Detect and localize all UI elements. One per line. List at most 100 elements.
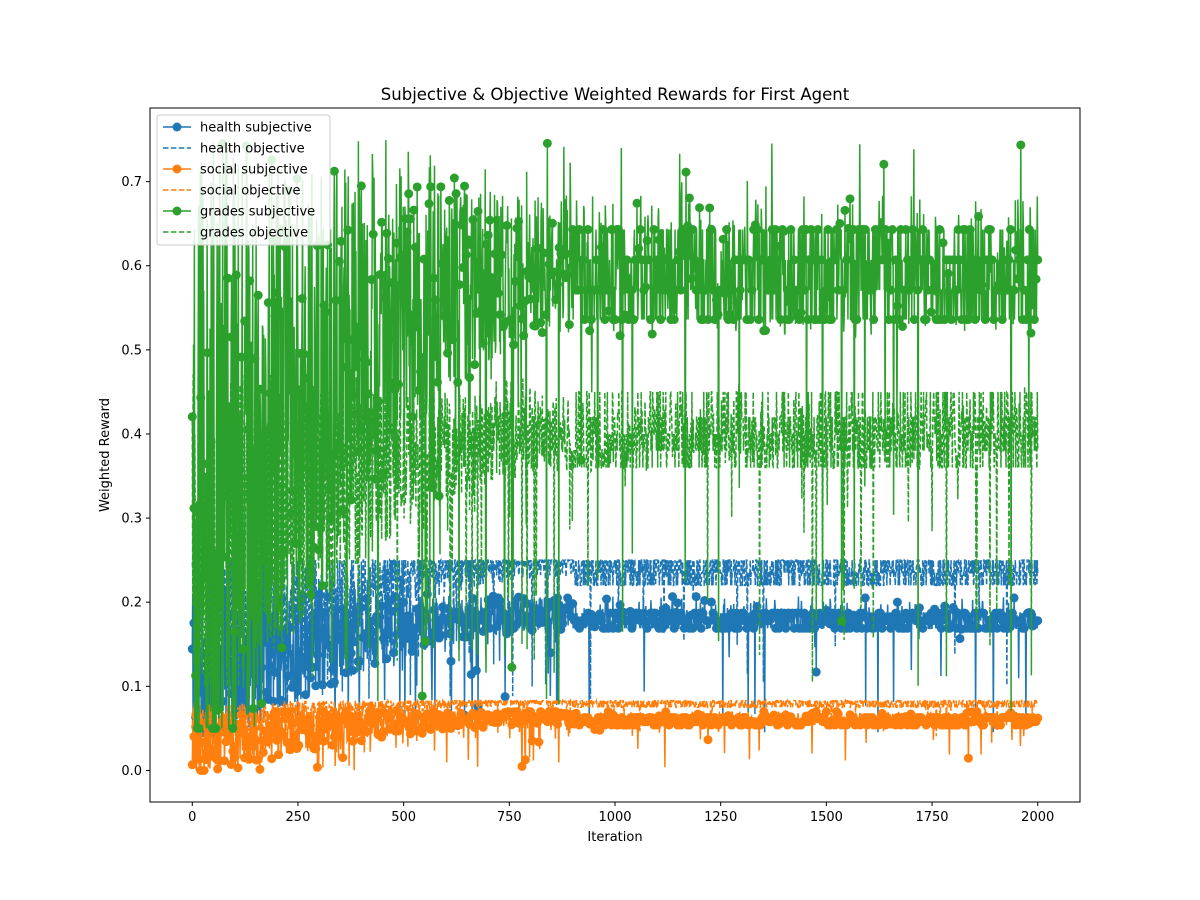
data-point xyxy=(356,181,366,191)
data-point xyxy=(826,315,836,325)
y-axis-label: Weighted Reward xyxy=(98,398,113,512)
data-point xyxy=(1009,285,1019,295)
data-point xyxy=(564,320,574,330)
data-point xyxy=(618,607,628,617)
data-point xyxy=(605,285,615,295)
data-point xyxy=(236,352,246,362)
data-point xyxy=(478,338,488,348)
data-point xyxy=(311,744,321,754)
data-point xyxy=(892,597,902,607)
data-point xyxy=(263,298,273,308)
data-point xyxy=(321,307,331,317)
data-point xyxy=(453,377,463,387)
data-point xyxy=(481,239,491,249)
x-tick-label: 1000 xyxy=(598,810,631,825)
data-point xyxy=(842,255,852,265)
data-point xyxy=(341,668,351,678)
data-point xyxy=(760,326,770,336)
data-point xyxy=(1004,623,1014,633)
data-point xyxy=(996,608,1006,618)
data-point xyxy=(1033,616,1043,626)
data-point xyxy=(1031,274,1041,284)
data-point xyxy=(329,677,339,687)
data-point xyxy=(436,182,446,192)
data-point xyxy=(194,723,204,733)
data-point xyxy=(402,227,412,237)
data-point xyxy=(368,229,378,239)
data-point xyxy=(334,256,344,266)
data-point xyxy=(644,255,654,265)
data-point xyxy=(539,248,549,258)
data-point xyxy=(789,255,799,265)
data-point xyxy=(245,276,255,286)
data-point xyxy=(514,216,524,226)
data-point xyxy=(246,732,256,742)
y-tick-label: 0.5 xyxy=(121,343,142,358)
data-point xyxy=(882,243,892,253)
data-point xyxy=(904,285,914,295)
data-point xyxy=(558,618,568,628)
data-point xyxy=(796,308,806,318)
data-point xyxy=(739,608,749,618)
data-point xyxy=(853,616,863,626)
data-point xyxy=(595,609,605,619)
data-point xyxy=(546,648,556,658)
data-point xyxy=(835,218,845,228)
data-point xyxy=(240,316,250,326)
y-tick-label: 0.6 xyxy=(121,259,142,274)
data-point xyxy=(289,678,299,688)
data-point xyxy=(1011,245,1021,255)
data-point xyxy=(312,762,322,772)
data-point xyxy=(1021,315,1031,325)
data-point xyxy=(213,705,223,715)
data-point xyxy=(887,225,897,235)
data-point xyxy=(409,205,419,215)
data-point xyxy=(431,295,441,305)
data-point xyxy=(329,166,339,176)
data-point xyxy=(412,182,422,192)
data-point xyxy=(328,740,338,750)
data-point xyxy=(860,593,870,603)
data-point xyxy=(536,318,546,328)
data-point xyxy=(627,285,637,295)
data-point xyxy=(627,623,637,633)
data-point xyxy=(375,270,385,280)
data-point xyxy=(688,225,698,235)
data-point xyxy=(596,242,606,252)
data-point xyxy=(355,656,365,666)
x-axis-ticks: 0 250 500 750 1000 1250 1500 1750 2000 xyxy=(188,802,1054,825)
data-point xyxy=(230,752,240,762)
data-point xyxy=(458,263,468,273)
data-point xyxy=(495,310,505,320)
data-point xyxy=(693,616,703,626)
data-point xyxy=(897,321,907,331)
data-point xyxy=(404,611,414,621)
data-point xyxy=(468,215,478,225)
data-point xyxy=(461,250,471,260)
data-point xyxy=(914,603,924,613)
data-point xyxy=(493,288,503,298)
x-tick-label: 500 xyxy=(391,810,416,825)
data-point xyxy=(317,581,327,591)
data-point xyxy=(348,665,358,675)
data-point xyxy=(869,315,879,325)
data-point xyxy=(297,294,307,304)
data-point xyxy=(1033,255,1043,265)
data-point xyxy=(732,298,742,308)
data-point xyxy=(448,335,458,345)
data-point xyxy=(436,630,446,640)
data-point xyxy=(674,247,684,257)
data-point xyxy=(676,285,686,295)
data-point xyxy=(903,623,913,633)
data-point xyxy=(774,623,784,633)
data-point xyxy=(1016,140,1026,150)
data-point xyxy=(399,597,409,607)
data-point xyxy=(718,234,728,244)
data-point xyxy=(341,362,351,372)
data-point xyxy=(684,193,694,203)
data-point xyxy=(903,255,913,265)
data-point xyxy=(708,608,718,618)
data-point xyxy=(970,315,980,325)
data-point xyxy=(906,267,916,277)
